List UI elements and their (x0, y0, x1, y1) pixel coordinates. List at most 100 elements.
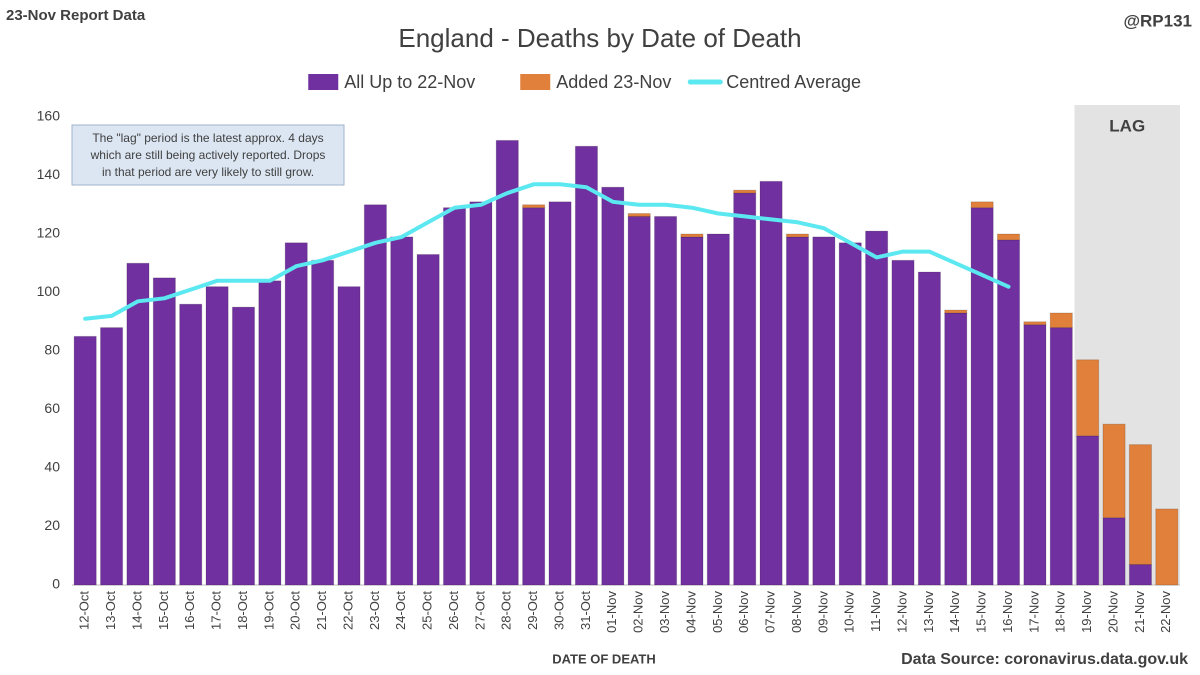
x-tick-label: 06-Nov (736, 591, 751, 633)
x-tick-label: 17-Nov (1026, 591, 1041, 633)
x-tick-label: 26-Oct (446, 591, 461, 630)
bar (627, 215, 651, 586)
bar (917, 271, 941, 586)
bar (1102, 423, 1126, 519)
x-tick-label: 25-Oct (420, 591, 435, 630)
bar (179, 303, 203, 586)
bar (865, 230, 889, 586)
y-tick-label: 100 (37, 283, 61, 299)
x-tick-label: 01-Nov (604, 591, 619, 633)
legend-swatch (520, 74, 551, 90)
bar (1128, 564, 1153, 586)
bar (495, 139, 519, 586)
annotation-text: The "lag" period is the latest approx. 4… (92, 131, 323, 145)
x-tick-label: 18-Nov (1053, 591, 1068, 633)
legend-swatch (308, 74, 339, 90)
y-tick-label: 0 (52, 576, 60, 592)
bar (99, 327, 124, 586)
bar (258, 280, 282, 586)
bar (653, 215, 678, 586)
bar (284, 242, 308, 586)
x-tick-label: 14-Nov (947, 591, 962, 633)
bar (706, 233, 730, 586)
bar (416, 253, 440, 586)
y-tick-label: 20 (44, 517, 60, 533)
legend-label: Added 23-Nov (556, 72, 671, 92)
x-tick-label: 17-Oct (209, 591, 224, 630)
bar (548, 201, 572, 586)
x-tick-label: 05-Nov (710, 591, 725, 633)
bar (469, 201, 493, 586)
x-tick-label: 02-Nov (631, 591, 646, 633)
bar (337, 286, 361, 586)
bar (231, 306, 256, 586)
bar (1128, 444, 1153, 566)
bar (680, 236, 704, 586)
bar (1049, 312, 1073, 329)
source: Data Source: coronavirus.data.gov.uk (901, 651, 1188, 668)
x-tick-label: 16-Nov (1000, 591, 1015, 633)
chart-title: England - Deaths by Date of Death (398, 23, 801, 53)
lag-label: LAG (1109, 116, 1145, 135)
y-tick-label: 140 (37, 166, 61, 182)
bar (627, 213, 651, 217)
annotation-text: in that period are very likely to still … (102, 165, 314, 179)
bar (944, 312, 968, 586)
x-tick-label: 22-Nov (1158, 591, 1173, 633)
x-tick-label: 21-Oct (314, 591, 329, 630)
x-tick-label: 21-Nov (1132, 591, 1147, 633)
bar (522, 204, 546, 209)
x-tick-label: 07-Nov (763, 591, 778, 633)
legend-label: Centred Average (726, 72, 861, 92)
bar (996, 233, 1021, 241)
x-tick-label: 29-Oct (525, 591, 540, 630)
x-tick-label: 28-Oct (499, 591, 514, 630)
x-tick-label: 04-Nov (683, 591, 698, 633)
bar (785, 233, 810, 238)
x-tick-label: 14-Oct (129, 591, 144, 630)
report-label: 23-Nov Report Data (6, 7, 146, 24)
y-tick-label: 80 (44, 342, 60, 358)
bar (522, 207, 546, 586)
bar (1155, 508, 1179, 586)
x-tick-label: 27-Oct (472, 591, 487, 630)
x-tick-label: 15-Oct (156, 591, 171, 630)
x-tick-label: 22-Oct (340, 591, 355, 630)
bar (1076, 435, 1100, 586)
bar (126, 262, 150, 586)
handle: @RP131 (1123, 11, 1192, 30)
x-tick-label: 19-Nov (1079, 591, 1094, 633)
bar (1102, 517, 1126, 586)
y-tick-label: 60 (44, 400, 60, 416)
x-tick-label: 20-Nov (1105, 591, 1120, 633)
bar (1076, 359, 1100, 437)
x-tick-label: 31-Oct (578, 591, 593, 630)
legend-label: All Up to 22-Nov (344, 72, 475, 92)
x-tick-label: 13-Oct (103, 591, 118, 630)
bar (1023, 324, 1047, 586)
bar (601, 186, 625, 586)
bar (733, 192, 757, 586)
x-tick-label: 10-Nov (842, 591, 857, 633)
bar (1049, 327, 1073, 586)
bar (891, 259, 915, 586)
y-tick-label: 40 (44, 459, 60, 475)
x-tick-label: 30-Oct (551, 591, 566, 630)
bar (944, 309, 968, 314)
bar (970, 201, 994, 209)
bar (1023, 321, 1047, 326)
bar (785, 236, 810, 586)
x-tick-label: 03-Nov (657, 591, 672, 633)
bar (311, 259, 335, 586)
x-tick-label: 08-Nov (789, 591, 804, 633)
x-tick-label: 09-Nov (815, 591, 830, 633)
bar (838, 242, 862, 586)
annotation-box (71, 124, 345, 186)
bar (363, 204, 387, 586)
bar (733, 189, 757, 194)
average-line (83, 182, 1011, 321)
x-tick-label: 12-Nov (894, 591, 909, 633)
bar (152, 277, 176, 586)
bar (205, 286, 229, 586)
